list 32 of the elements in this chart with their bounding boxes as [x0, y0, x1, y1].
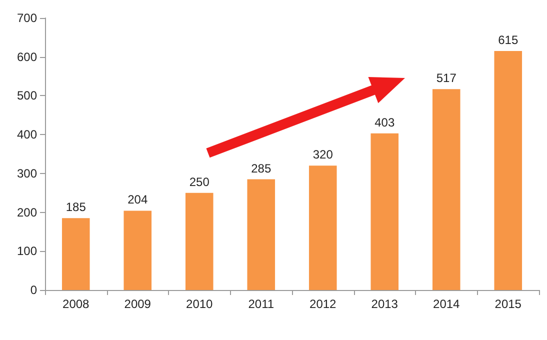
y-tick-label: 500 — [16, 88, 38, 103]
bar — [308, 166, 337, 290]
data-label: 185 — [66, 200, 86, 214]
bar — [494, 51, 522, 290]
x-tick-label: 2015 — [494, 297, 522, 311]
y-tick-label: 300 — [16, 166, 38, 180]
data-label: 285 — [251, 161, 272, 176]
bar — [247, 179, 276, 290]
x-tick-label: 2011 — [248, 297, 274, 311]
bar — [185, 192, 214, 290]
y-tick-label: 700 — [16, 11, 38, 25]
data-label: 403 — [374, 115, 395, 130]
bar — [124, 210, 152, 290]
x-tick-label: 2012 — [310, 297, 337, 311]
y-tick-label: 200 — [16, 205, 38, 220]
x-tick-label: 2014 — [433, 297, 460, 311]
y-tick-label: 600 — [16, 50, 38, 64]
x-tick-label: 2010 — [186, 297, 214, 311]
y-tick-label: 100 — [16, 244, 38, 258]
y-tick-label: 400 — [16, 128, 38, 142]
data-label: 250 — [189, 174, 210, 189]
y-tick-label: 0 — [30, 283, 38, 297]
data-label: 517 — [436, 71, 457, 86]
bar — [370, 133, 399, 290]
x-tick-label: 2008 — [62, 297, 90, 311]
data-label: 320 — [312, 148, 334, 162]
data-label: 615 — [498, 33, 518, 48]
x-tick-label: 2013 — [371, 297, 398, 311]
x-tick-label: 2009 — [124, 297, 152, 311]
bar — [62, 218, 90, 290]
data-label: 204 — [128, 192, 148, 207]
bar — [432, 89, 460, 290]
